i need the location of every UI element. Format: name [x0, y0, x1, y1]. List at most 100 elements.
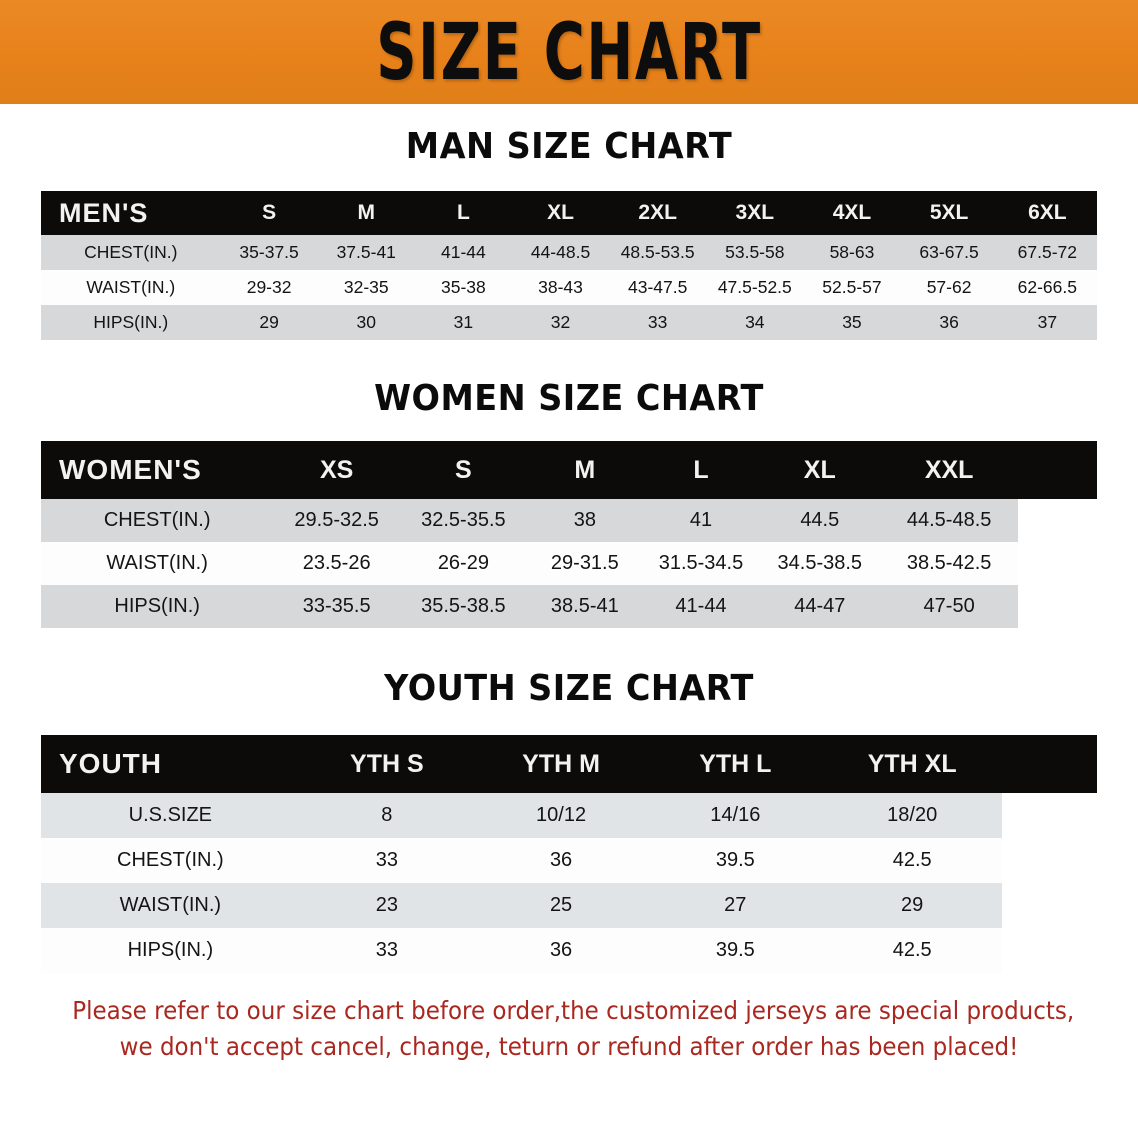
youth-row-spacer — [1001, 793, 1097, 838]
youth-row-spacer — [1001, 928, 1097, 973]
man-cell-1-1: 32-35 — [317, 270, 415, 305]
women-row-spacer — [1017, 542, 1097, 585]
table-row: U.S.SIZE 8 10/12 14/16 18/20 — [41, 793, 1097, 838]
women-col-header-4: XL — [759, 441, 881, 499]
man-cell-0-1: 37.5-41 — [317, 235, 415, 270]
youth-cell-0-3: 18/20 — [822, 793, 1002, 838]
women-cell-2-3: 41-44 — [642, 585, 760, 628]
women-cell-0-3: 41 — [642, 499, 760, 542]
youth-row-label-0: U.S.SIZE — [41, 793, 300, 838]
man-cell-1-5: 47.5-52.5 — [706, 270, 804, 305]
youth-header-spacer — [1001, 735, 1097, 793]
man-cell-1-4: 43-47.5 — [609, 270, 707, 305]
man-col-header-4: 2XL — [609, 191, 707, 235]
women-cell-1-0: 23.5-26 — [273, 542, 401, 585]
table-row: WAIST(IN.) 23.5-26 26-29 29-31.5 31.5-34… — [41, 542, 1097, 585]
youth-size-table: YOUTH YTH S YTH M YTH L YTH XL U.S.SIZE … — [41, 735, 1097, 973]
man-cell-0-2: 41-44 — [414, 235, 512, 270]
table-row: CHEST(IN.) 35-37.5 37.5-41 41-44 44-48.5… — [41, 235, 1097, 270]
youth-cell-2-2: 27 — [648, 883, 823, 928]
man-col-header-3: XL — [511, 191, 610, 235]
man-cell-1-8: 62-66.5 — [997, 270, 1097, 305]
man-cell-2-1: 30 — [317, 305, 415, 340]
women-corner-label: WOMEN'S — [41, 441, 274, 499]
youth-cell-1-2: 39.5 — [648, 838, 823, 883]
man-row-label-1: WAIST(IN.) — [41, 270, 221, 305]
women-cell-2-0: 33-35.5 — [273, 585, 401, 628]
youth-cell-2-0: 23 — [299, 883, 474, 928]
man-cell-1-7: 57-62 — [900, 270, 998, 305]
youth-cell-3-2: 39.5 — [648, 928, 823, 973]
youth-row-label-3: HIPS(IN.) — [41, 928, 300, 973]
man-cell-0-6: 58-63 — [803, 235, 901, 270]
youth-cell-2-1: 25 — [473, 883, 649, 928]
page-title: SIZE CHART — [376, 6, 762, 98]
youth-size-table-wrap: YOUTH YTH S YTH M YTH L YTH XL U.S.SIZE … — [41, 735, 1097, 973]
man-size-table: MEN'S S M L XL 2XL 3XL 4XL 5XL 6XL CHEST… — [41, 191, 1097, 340]
women-cell-2-4: 44-47 — [759, 585, 881, 628]
man-size-table-wrap: MEN'S S M L XL 2XL 3XL 4XL 5XL 6XL CHEST… — [41, 191, 1097, 340]
man-col-header-1: M — [317, 191, 415, 235]
footer-line-1: Please refer to our size chart before or… — [72, 996, 1075, 1025]
youth-cell-2-3: 29 — [822, 883, 1002, 928]
women-size-table-wrap: WOMEN'S XS S M L XL XXL CHEST(IN.) 29.5-… — [41, 441, 1097, 628]
man-col-header-5: 3XL — [706, 191, 804, 235]
table-row: WAIST(IN.) 23 25 27 29 — [41, 883, 1097, 928]
women-header-spacer — [1017, 441, 1097, 499]
youth-section-title: YOUTH SIZE CHART — [384, 668, 754, 709]
man-cell-2-4: 33 — [609, 305, 707, 340]
women-cell-1-1: 26-29 — [400, 542, 527, 585]
man-cell-0-5: 53.5-58 — [706, 235, 804, 270]
women-row-spacer — [1017, 499, 1097, 542]
women-cell-1-3: 31.5-34.5 — [642, 542, 760, 585]
man-section-title: MAN SIZE CHART — [405, 126, 733, 167]
women-section-title: WOMEN SIZE CHART — [374, 378, 764, 419]
man-cell-2-3: 32 — [511, 305, 610, 340]
youth-col-header-1: YTH M — [473, 735, 649, 793]
man-col-header-6: 4XL — [803, 191, 901, 235]
table-row: CHEST(IN.) 29.5-32.5 32.5-35.5 38 41 44.… — [41, 499, 1097, 542]
youth-corner-label: YOUTH — [41, 735, 300, 793]
man-cell-2-5: 34 — [706, 305, 804, 340]
youth-col-header-3: YTH XL — [822, 735, 1002, 793]
man-cell-1-2: 35-38 — [414, 270, 512, 305]
footer-line-2: we don't accept cancel, change, teturn o… — [119, 1032, 1019, 1062]
man-cell-0-7: 63-67.5 — [900, 235, 998, 270]
man-corner-label: MEN'S — [41, 191, 221, 235]
youth-row-label-2: WAIST(IN.) — [41, 883, 300, 928]
man-col-header-2: L — [414, 191, 512, 235]
youth-header-row: YOUTH YTH S YTH M YTH L YTH XL — [41, 735, 1097, 793]
table-row: CHEST(IN.) 33 36 39.5 42.5 — [41, 838, 1097, 883]
youth-row-spacer — [1001, 883, 1097, 928]
women-cell-2-1: 35.5-38.5 — [400, 585, 527, 628]
youth-cell-3-3: 42.5 — [822, 928, 1002, 973]
man-col-header-8: 6XL — [997, 191, 1097, 235]
women-col-header-0: XS — [273, 441, 401, 499]
women-cell-0-1: 32.5-35.5 — [400, 499, 527, 542]
women-row-spacer — [1017, 585, 1097, 628]
women-cell-1-5: 38.5-42.5 — [880, 542, 1018, 585]
man-col-header-7: 5XL — [900, 191, 998, 235]
women-cell-1-4: 34.5-38.5 — [759, 542, 881, 585]
youth-cell-3-1: 36 — [473, 928, 649, 973]
youth-col-header-2: YTH L — [648, 735, 823, 793]
women-cell-1-2: 29-31.5 — [526, 542, 643, 585]
table-row: HIPS(IN.) 33 36 39.5 42.5 — [41, 928, 1097, 973]
table-row: HIPS(IN.) 33-35.5 35.5-38.5 38.5-41 41-4… — [41, 585, 1097, 628]
man-cell-0-8: 67.5-72 — [997, 235, 1097, 270]
women-col-header-5: XXL — [880, 441, 1018, 499]
women-row-label-0: CHEST(IN.) — [41, 499, 274, 542]
man-cell-2-6: 35 — [803, 305, 901, 340]
table-row: HIPS(IN.) 29 30 31 32 33 34 35 36 37 — [41, 305, 1097, 340]
man-cell-1-0: 29-32 — [220, 270, 318, 305]
man-cell-2-7: 36 — [900, 305, 998, 340]
youth-cell-3-0: 33 — [299, 928, 474, 973]
youth-cell-1-3: 42.5 — [822, 838, 1002, 883]
man-cell-2-8: 37 — [997, 305, 1097, 340]
youth-cell-0-2: 14/16 — [648, 793, 823, 838]
man-cell-2-2: 31 — [414, 305, 512, 340]
youth-row-label-1: CHEST(IN.) — [41, 838, 300, 883]
youth-cell-1-0: 33 — [299, 838, 474, 883]
women-row-label-2: HIPS(IN.) — [41, 585, 274, 628]
man-cell-0-0: 35-37.5 — [220, 235, 318, 270]
